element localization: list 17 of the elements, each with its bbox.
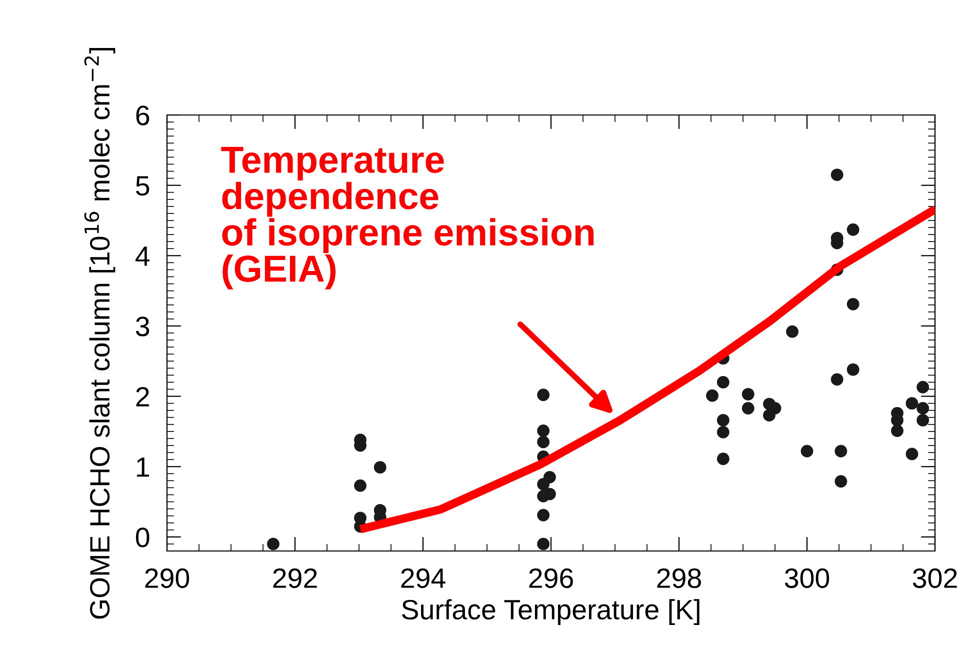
- y-tick-label: 1: [137, 458, 149, 477]
- x-tick-label: 292: [273, 568, 317, 588]
- y-tick-label: 5: [136, 176, 150, 196]
- y-tick-label: 2: [136, 386, 149, 406]
- annotation: Temperature dependence of isoprene emission (GEIA): [221, 146, 594, 290]
- x-tick-label: 296: [529, 568, 573, 588]
- y-tick-label: 3: [136, 316, 150, 336]
- x-tick-label: 300: [784, 568, 830, 588]
- x-tick-label: 294: [401, 568, 446, 588]
- x-tick-label: 302: [912, 568, 957, 588]
- x-tick-label: 298: [657, 568, 701, 588]
- x-axis-title: Surface Temperature [K]: [402, 599, 700, 626]
- y-tick-label: 6: [136, 106, 150, 126]
- y-tick-label: 4: [136, 246, 150, 266]
- x-tick-label: 290: [145, 568, 190, 588]
- y-axis-title: GOME HCHO slant column [10$^{16}$ molec cm$^{−2}$]: [84, 48, 116, 619]
- y-tick-label: 0: [136, 528, 150, 548]
